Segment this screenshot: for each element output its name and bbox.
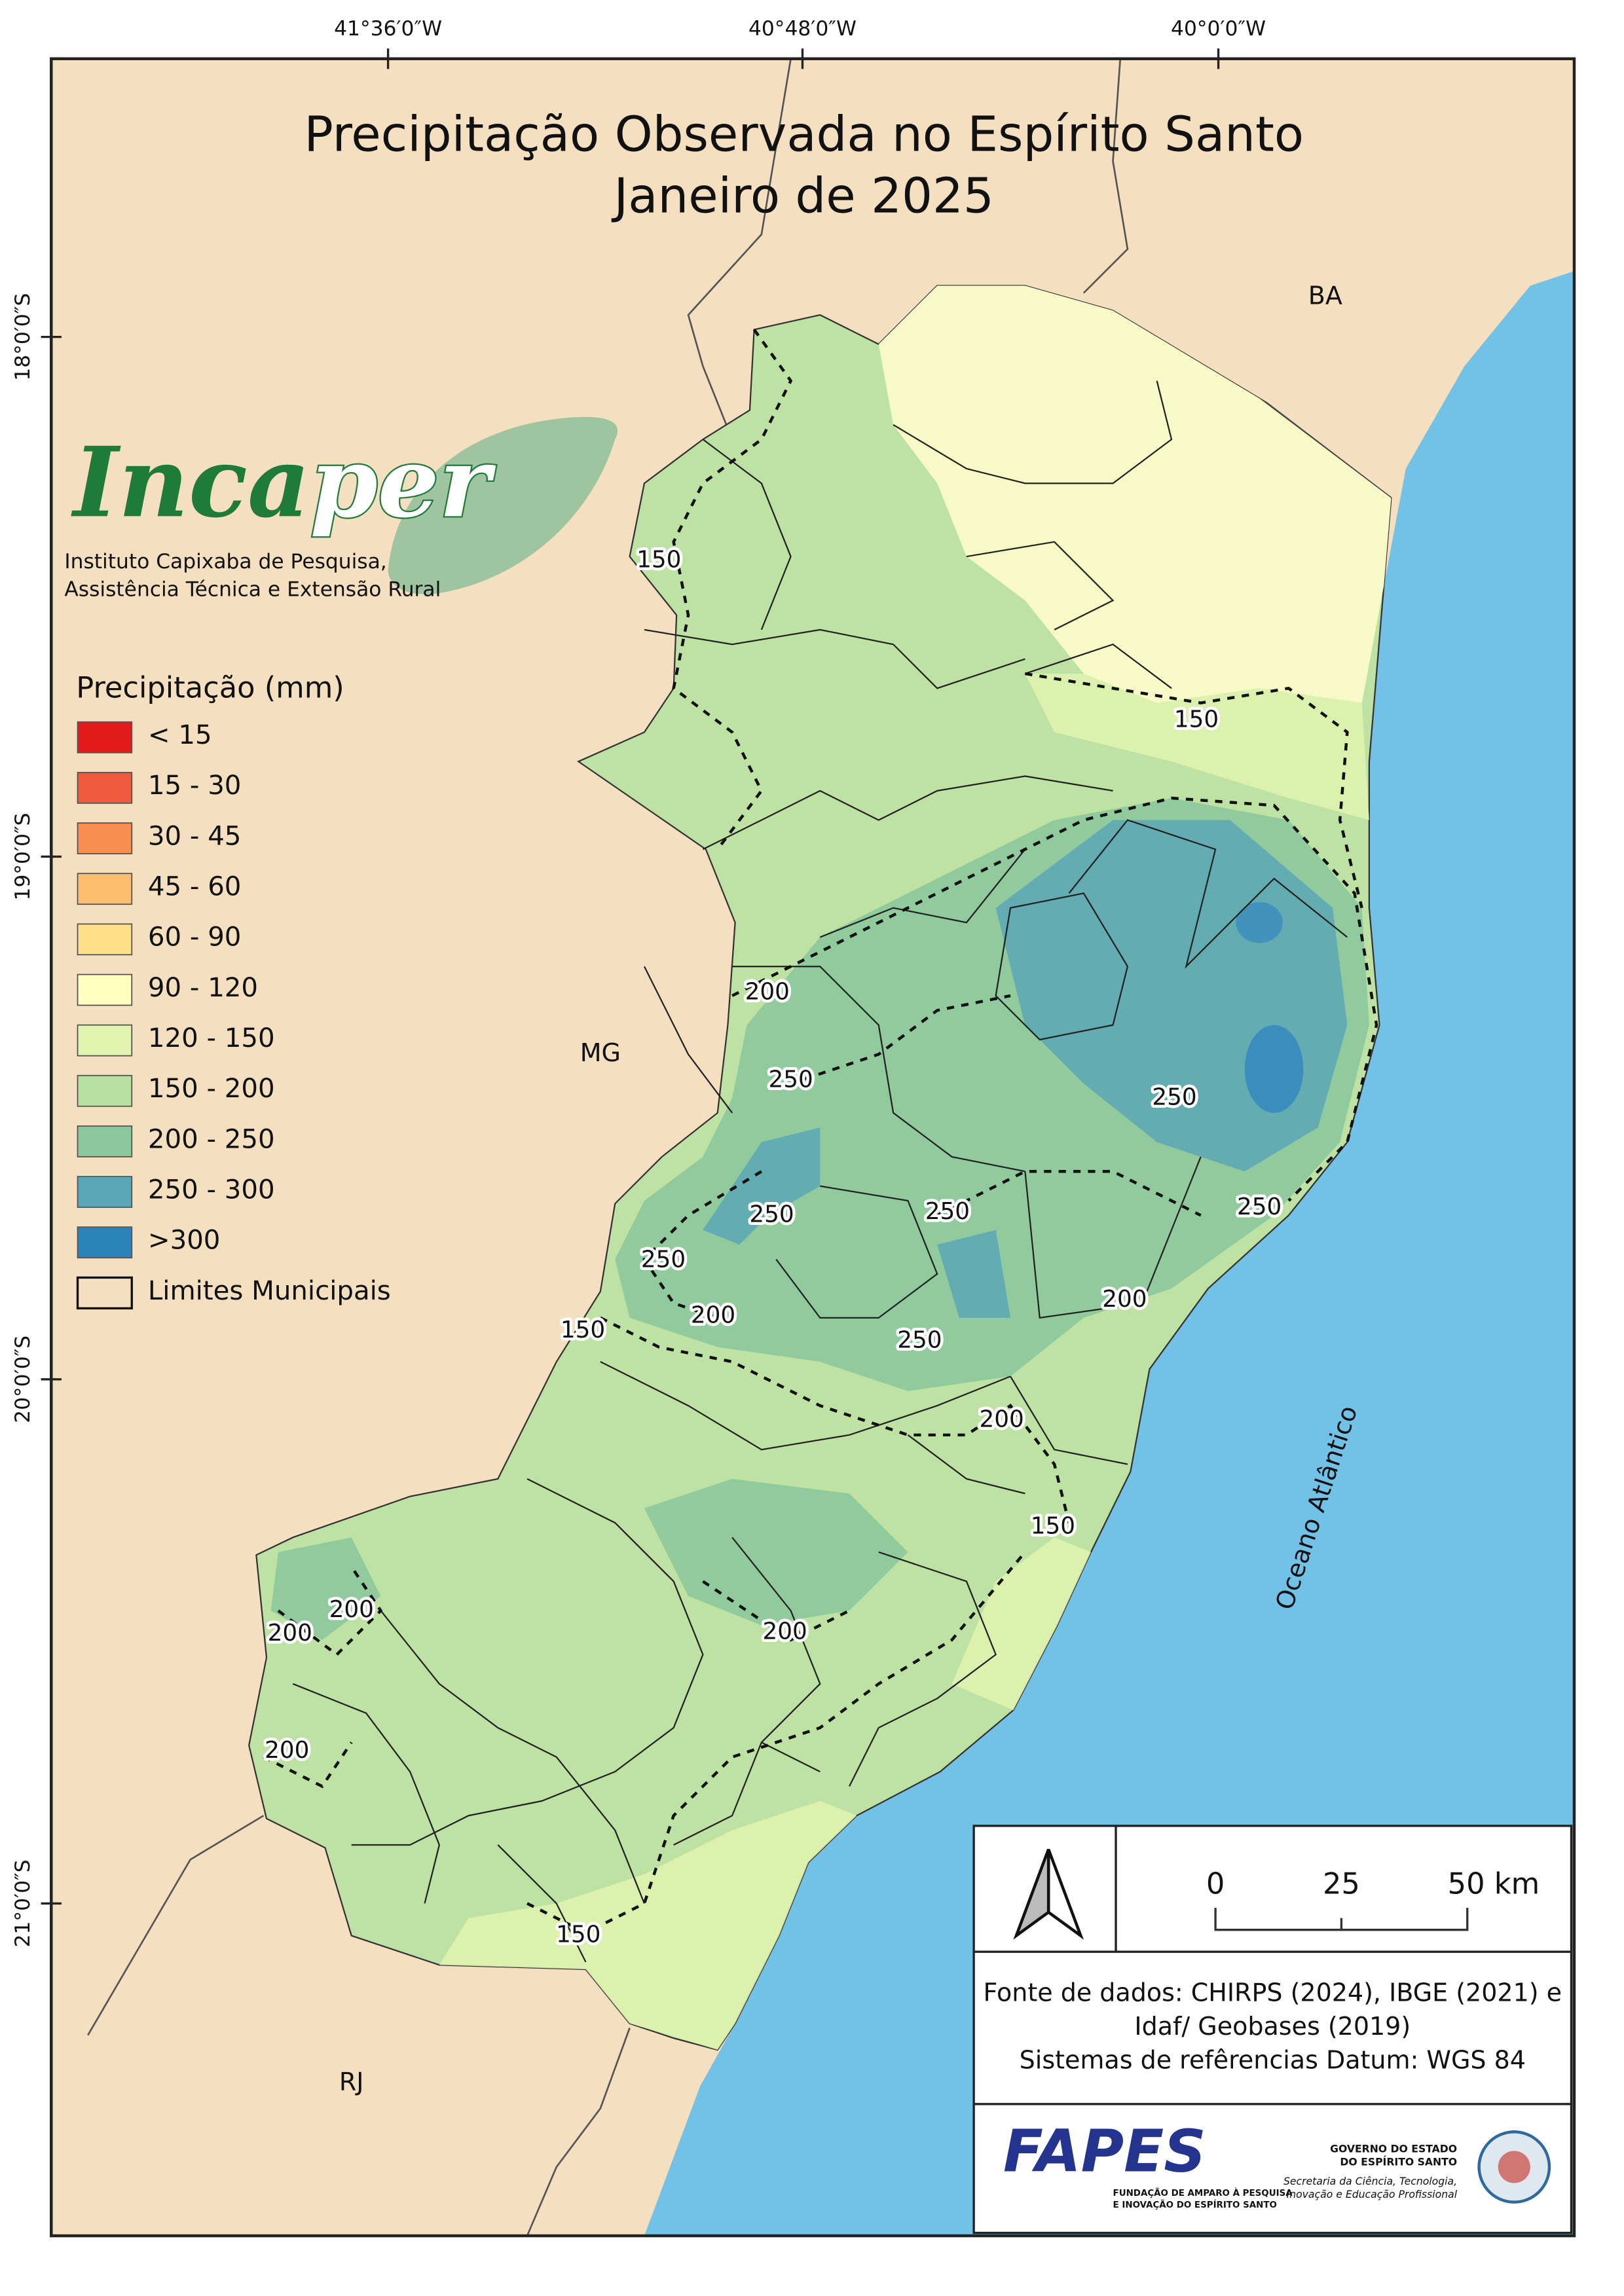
fapes-subtitle: E INOVAÇÃO DO ESPÍRITO SANTO (1113, 2199, 1277, 2210)
map-frame (50, 57, 1576, 2238)
isohyet-lines (263, 329, 1378, 1935)
isohyet-label: 200 (329, 1596, 374, 1623)
title-block: Precipitação Observada no Espírito Santo… (304, 107, 1304, 225)
isohyet-label: 200 (265, 1737, 309, 1764)
legend-label: 150 - 200 (148, 1074, 275, 1104)
latitude-label: 18°0′0″S (11, 293, 35, 381)
map-subtitle: Janeiro de 2025 (612, 168, 994, 224)
source-text: Fonte de dados: CHIRPS (2024), IBGE (202… (984, 1978, 1562, 2007)
state-emblem (1498, 2151, 1530, 2183)
info-box: 0 25 50 km Fonte de dados: CHIRPS (2024)… (972, 1825, 1573, 2234)
legend-swatch (77, 1226, 133, 1259)
scale-label: 50 km (1448, 1867, 1540, 1901)
isohyet-label: 250 (897, 1327, 942, 1354)
legend-swatch (77, 721, 133, 754)
source-text: Idaf/ Geobases (2019) (1134, 2012, 1411, 2041)
legend-swatch (77, 1074, 133, 1107)
logo-part: Inca (71, 425, 310, 539)
precip-120-150 (439, 673, 1369, 2050)
graticule: 41°36′0″W 40°48′0″W 40°0′0″W 18°0′0″S 19°0′0… (11, 17, 1266, 1947)
isohyet-label: 150 (637, 547, 681, 574)
precip-over-300 (1244, 1025, 1304, 1113)
latitude-label: 19°0′0″S (11, 813, 35, 901)
legend-swatch (77, 1024, 133, 1057)
isohyet-label: 250 (1152, 1084, 1196, 1110)
legend-label: 200 - 250 (148, 1124, 275, 1154)
logo-subtitle: Assistência Técnica e Extensão Rural (64, 577, 441, 601)
isohyet-label: 200 (691, 1302, 735, 1329)
logo-part: per (310, 425, 496, 539)
isohyet-label: 250 (749, 1201, 794, 1228)
ocean (644, 270, 1574, 2236)
latitude-label: 20°0′0″S (11, 1336, 35, 1423)
legend-swatch (76, 1276, 133, 1310)
legend-label: 120 - 150 (148, 1023, 275, 1053)
legend-label: 90 - 120 (148, 973, 258, 1003)
map-title: Precipitação Observada no Espírito Santo (304, 107, 1304, 163)
fapes-subtitle: FUNDAÇÃO DE AMPARO À PESQUISA (1113, 2187, 1293, 2198)
government-text: Secretaria da Ciência, Tecnologia, (1283, 2175, 1457, 2187)
logo-leaf (388, 416, 618, 594)
north-arrow (1013, 1848, 1050, 1940)
legend-label: < 15 (148, 720, 212, 750)
longitude-label: 41°36′0″W (334, 17, 442, 41)
longitude-label: 40°48′0″W (748, 17, 857, 41)
isohyet-label: 150 (1031, 1513, 1075, 1540)
legend-label: >300 (148, 1226, 221, 1256)
isohyet-label: 150 (561, 1317, 605, 1343)
isohyet-label: 250 (1237, 1194, 1282, 1220)
isohyet-label: 200 (979, 1406, 1024, 1432)
isohyet-label: 200 (745, 978, 790, 1005)
logo-subtitle: Instituto Capixaba de Pesquisa, (64, 550, 386, 574)
legend-title: Precipitação (mm) (76, 670, 344, 705)
fapes-logo: FAPES (1003, 2117, 1206, 2185)
legend-swatch (77, 873, 133, 905)
incaper-logo: Incaper Instituto Capixaba de Pesquisa, … (64, 416, 618, 601)
government-text: Inovação e Educação Profissional (1287, 2188, 1458, 2200)
precip-250-300 (703, 820, 1348, 1318)
legend-label: 15 - 30 (148, 771, 242, 801)
precip-90-120 (878, 285, 1392, 703)
legend-label: 60 - 90 (148, 922, 242, 953)
legend-label: 250 - 300 (148, 1175, 275, 1205)
map-border (50, 57, 1576, 2238)
legend-swatch (77, 1125, 133, 1157)
isohyet-label: 250 (925, 1198, 970, 1225)
municipal-limits (292, 380, 1348, 1963)
logo-text: Incaper (71, 425, 496, 539)
isohyet-label: 250 (641, 1247, 686, 1273)
isohyet-label: 150 (1174, 706, 1219, 733)
region-label: BA (1308, 282, 1342, 310)
scale-bar (1214, 1908, 1469, 1931)
legend-swatch (77, 772, 133, 804)
region-label: MG (580, 1038, 621, 1067)
legend-label: Limites Municipais (148, 1276, 391, 1306)
legend-swatch (77, 1176, 133, 1208)
info-box-frame (972, 1825, 1573, 2234)
isohyet-label: 200 (268, 1620, 312, 1647)
isohyet-label: 200 (1102, 1286, 1147, 1313)
state-boundary-lines (87, 58, 1392, 2236)
scale-label: 25 (1323, 1867, 1360, 1901)
government-text: DO ESPÍRITO SANTO (1340, 2156, 1457, 2168)
legend-swatch (77, 974, 133, 1006)
scale-label: 0 (1206, 1867, 1225, 1901)
legend-swatch (77, 822, 133, 854)
latitude-label: 21°0′0″S (11, 1859, 35, 1947)
government-text: GOVERNO DO ESTADO (1330, 2143, 1457, 2155)
legend: Precipitação (mm) < 15 15 - 30 30 - 45 45 -… (76, 670, 391, 1310)
contour-labels: 150 150 200 250 250 250 250 250 250 200 200 150 250 2… (262, 543, 1285, 1951)
isohyet-label: 150 (556, 1922, 600, 1948)
precip-over-300 (1236, 902, 1283, 943)
source-text: Sistemas de refêrencias Datum: WGS 84 (1020, 2045, 1526, 2074)
longitude-label: 40°0′0″W (1171, 17, 1266, 41)
legend-swatch (77, 923, 133, 956)
isohyet-label: 250 (768, 1066, 813, 1093)
region-label: RJ (339, 2068, 364, 2096)
legend-label: 30 - 45 (148, 821, 242, 851)
isohyet-label: 200 (762, 1618, 807, 1645)
legend-label: 45 - 60 (148, 872, 242, 902)
